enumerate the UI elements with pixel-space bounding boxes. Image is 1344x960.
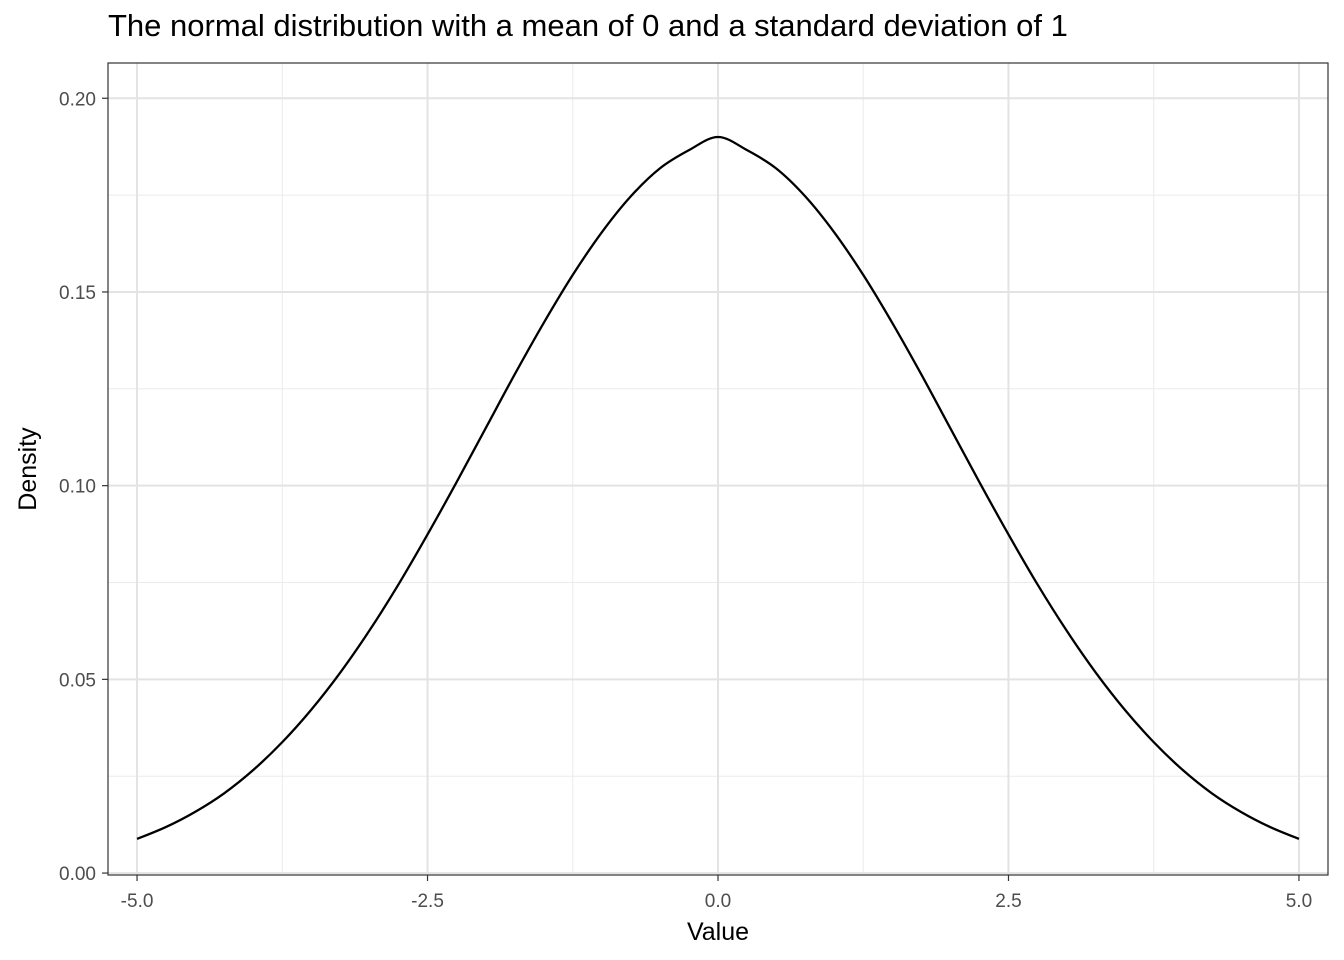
y-tick-label: 0.00 xyxy=(59,864,96,885)
chart-title: The normal distribution with a mean of 0… xyxy=(108,8,1068,43)
y-axis-title: Density xyxy=(14,427,42,511)
y-tick-label: 0.15 xyxy=(59,283,96,304)
grid-lines xyxy=(108,63,1328,875)
x-tick-label: -5.0 xyxy=(121,891,154,912)
y-tick-label: 0.20 xyxy=(59,89,96,110)
x-tick-label: -2.5 xyxy=(411,891,444,912)
density-curve xyxy=(136,135,1300,841)
y-tick-label: 0.05 xyxy=(59,670,96,691)
x-tick-label: 5.0 xyxy=(1286,891,1312,912)
x-tick-label: 0.0 xyxy=(705,891,731,912)
x-axis: -5.0 -2.5 0.0 2.5 5.0 xyxy=(121,875,1312,912)
x-tick-label: 2.5 xyxy=(995,891,1021,912)
y-axis: 0.00 0.05 0.10 0.15 0.20 xyxy=(59,89,108,885)
x-axis-title: Value xyxy=(687,918,749,946)
y-tick-label: 0.10 xyxy=(59,477,96,498)
